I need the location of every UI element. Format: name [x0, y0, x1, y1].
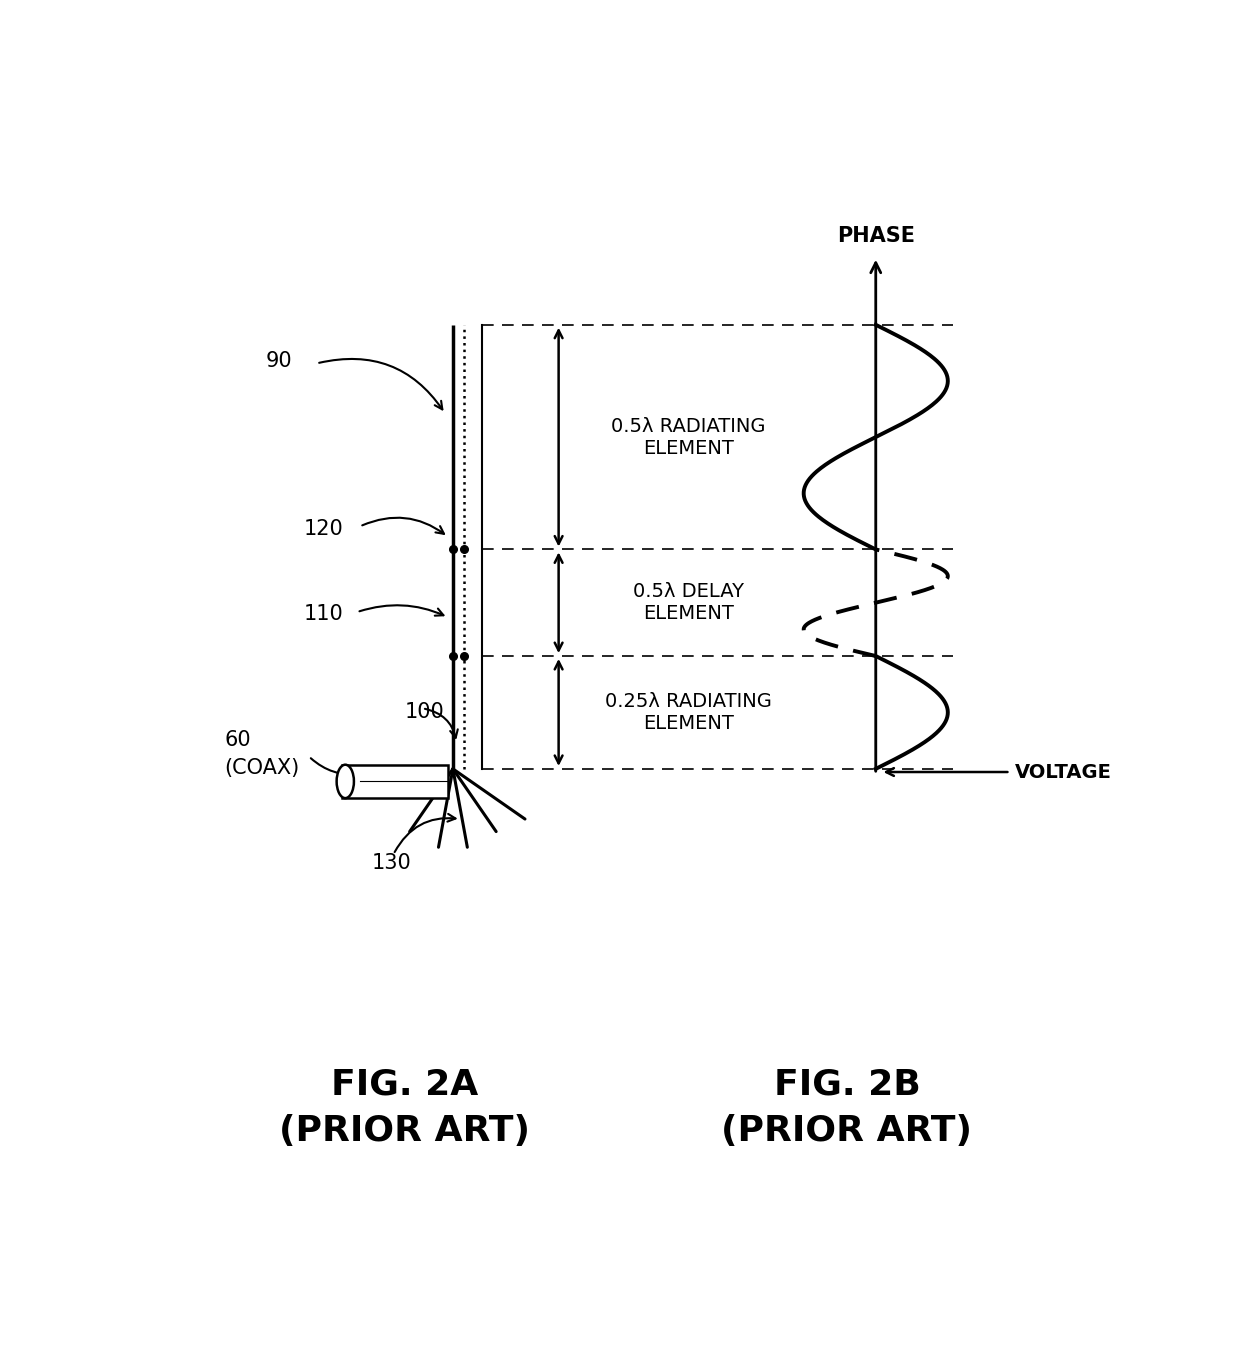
Text: 0.5λ DELAY
ELEMENT: 0.5λ DELAY ELEMENT — [632, 582, 744, 623]
Text: 100: 100 — [404, 703, 445, 722]
Text: 120: 120 — [304, 518, 343, 539]
Text: 0.25λ RADIATING
ELEMENT: 0.25λ RADIATING ELEMENT — [605, 692, 771, 733]
Text: 130: 130 — [371, 854, 410, 873]
Text: (COAX): (COAX) — [224, 759, 299, 779]
Text: 0.5λ RADIATING
ELEMENT: 0.5λ RADIATING ELEMENT — [611, 417, 765, 457]
FancyBboxPatch shape — [342, 765, 448, 798]
Text: FIG. 2A: FIG. 2A — [331, 1068, 479, 1102]
Text: 90: 90 — [265, 351, 293, 372]
Ellipse shape — [336, 765, 353, 798]
Text: 60: 60 — [224, 730, 250, 750]
Text: FIG. 2B: FIG. 2B — [774, 1068, 920, 1102]
Text: VOLTAGE: VOLTAGE — [1016, 763, 1112, 782]
Text: PHASE: PHASE — [837, 227, 915, 247]
Text: (PRIOR ART): (PRIOR ART) — [279, 1114, 531, 1148]
Text: 110: 110 — [304, 604, 343, 624]
Text: (PRIOR ART): (PRIOR ART) — [722, 1114, 972, 1148]
